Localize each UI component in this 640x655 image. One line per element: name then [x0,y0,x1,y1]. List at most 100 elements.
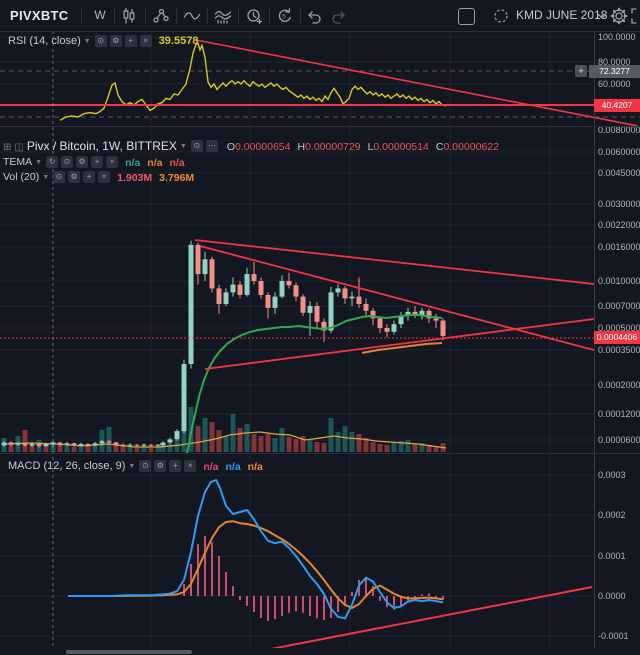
add-icon[interactable]: + [91,156,104,168]
rsi-value-badge: 40.4207 [594,98,640,112]
rsi-line [59,42,447,121]
eye-icon[interactable]: ⊙ [53,171,66,183]
ohlc-key: C [435,141,444,153]
close-icon[interactable]: × [98,171,111,183]
chevron-down-icon[interactable]: ▼ [179,142,187,150]
toolbar-divider [114,7,115,24]
indicator-value: n/a [225,461,241,473]
indicator-value: n/a [125,157,141,169]
macd-header: MACD (12, 26, close, 9) ▼ ⊙ ⚙ + × n/a n/a n/a [8,459,270,473]
axis-tick-label: 80.0000 [598,57,631,67]
eye-icon[interactable]: ⊙ [139,460,152,472]
indicator-value: n/a [247,461,263,473]
price-panel [0,239,594,453]
panel-icon[interactable]: ◫ [14,142,24,153]
axis-tick-label: 0.0002000 [598,380,640,390]
close-icon[interactable]: × [139,35,152,47]
chevron-down-icon[interactable]: ▼ [128,462,136,470]
chevron-down-icon[interactable]: ▼ [42,173,50,181]
macd-indicator-label[interactable]: MACD (12, 26, close, 9) [8,460,126,472]
candlestick-icon[interactable] [120,7,138,25]
orange-segment [361,342,443,354]
price-trendline [199,245,594,351]
compare-icon[interactable] [152,7,170,25]
toolbar-divider [300,7,301,24]
tema-row: TEMA ▼ ↻ ⊙ ⚙ + × n/a n/a n/a [3,155,192,169]
close-icon[interactable]: × [106,156,119,168]
settings-icon[interactable]: ⚙ [76,156,89,168]
settings-gear-icon[interactable] [610,7,628,25]
rsi-panel [0,39,640,126]
axis-tick-label: 0.0000600 [598,435,640,445]
rsi-level-badge: 72.3277 [589,64,640,78]
axis-tick-label: 0.0080000 [598,125,640,135]
time-axis[interactable] [0,648,640,655]
replay-icon[interactable]: 5 [276,7,294,25]
chevron-down-icon[interactable]: ▼ [35,158,43,166]
fullscreen-icon[interactable] [630,7,640,25]
rsi-indicator-label[interactable]: RSI (14, close) [8,35,81,47]
eye-icon[interactable]: ⊙ [61,156,74,168]
settings-icon[interactable]: ⚙ [109,35,122,47]
symbol-title[interactable]: Pivx / Bitcoin, 1W, BITTREX [26,139,177,153]
ohlc-values: O0.00000654 H0.00000729 L0.00000514 C0.0000… [227,137,506,155]
indicator-value: n/a [147,157,163,169]
tema-indicator-label[interactable]: TEMA [3,156,33,168]
indicator-value: 3.796M [159,172,195,184]
axis-tick-label: 0.0001200 [598,409,640,419]
chevron-down-icon[interactable] [596,7,614,25]
cloud-icon[interactable] [492,7,510,25]
alert-clock-icon[interactable] [245,7,263,25]
ohlc-key: H [297,141,306,153]
ohlc-value: 0.00000654 [235,141,291,153]
toolbar-divider [238,7,239,24]
select-layout-icon[interactable] [458,8,475,25]
add-icon[interactable]: + [169,460,182,472]
ohlc-value: 0.00000729 [305,141,361,153]
last-price-badge: 0.0004406 [594,330,640,344]
macd-panel [68,479,593,648]
main-legend: ⊞ ◫ Pivx / Bitcoin, 1W, BITTREX ▼ ⊙ ⋯ O0.0… [3,139,506,153]
rsi-trendline [195,39,639,126]
toolbar-divider [145,7,146,24]
axis-tick-label: 0.0003 [598,470,626,480]
chevron-down-icon[interactable]: ▼ [83,37,91,45]
redo-icon[interactable] [330,7,348,25]
undo-icon[interactable] [305,7,323,25]
svg-text:5: 5 [282,14,286,21]
horizontal-scrollbar[interactable] [66,650,192,654]
add-alert-button[interactable]: + [575,65,587,77]
axis-tick-label: -0.0001 [598,631,629,641]
add-icon[interactable]: + [124,35,137,47]
panel-separator[interactable] [0,126,640,127]
axis-tick-label: 100.0000 [598,32,636,42]
symbol-button[interactable]: PIVXBTC [10,8,69,23]
macd-trendline [270,586,593,648]
indicators-icon[interactable] [214,7,232,25]
macd-signal-line [90,520,444,609]
axis-tick-label: 0.0005000 [598,323,640,333]
settings-icon[interactable]: ⚙ [154,460,167,472]
watchlist-selector[interactable]: KMD JUNE 2018 [516,8,608,22]
more-icon[interactable]: ⋯ [205,140,218,152]
axis-tick-label: 0.0001 [598,551,626,561]
axis-tick-label: 0.0016000 [598,242,640,252]
interval-button[interactable]: W [94,8,106,22]
close-icon[interactable]: × [184,460,197,472]
loop-icon[interactable]: ↻ [46,156,59,168]
indicator-value: 1.903M [117,172,153,184]
add-icon[interactable]: + [83,171,96,183]
indicator-value: n/a [203,461,219,473]
eye-icon[interactable]: ⊙ [94,35,107,47]
line-chart-icon[interactable] [183,7,201,25]
axis-tick-label: 0.0000 [598,591,626,601]
indicator-value: n/a [169,157,185,169]
eye-icon[interactable]: ⊙ [190,140,203,152]
toolbar-divider [81,7,82,24]
layout-icon[interactable]: ⊞ [3,142,12,153]
volume-indicator-label[interactable]: Vol (20) [3,171,40,183]
settings-icon[interactable]: ⚙ [68,171,81,183]
panel-separator[interactable] [0,453,640,454]
